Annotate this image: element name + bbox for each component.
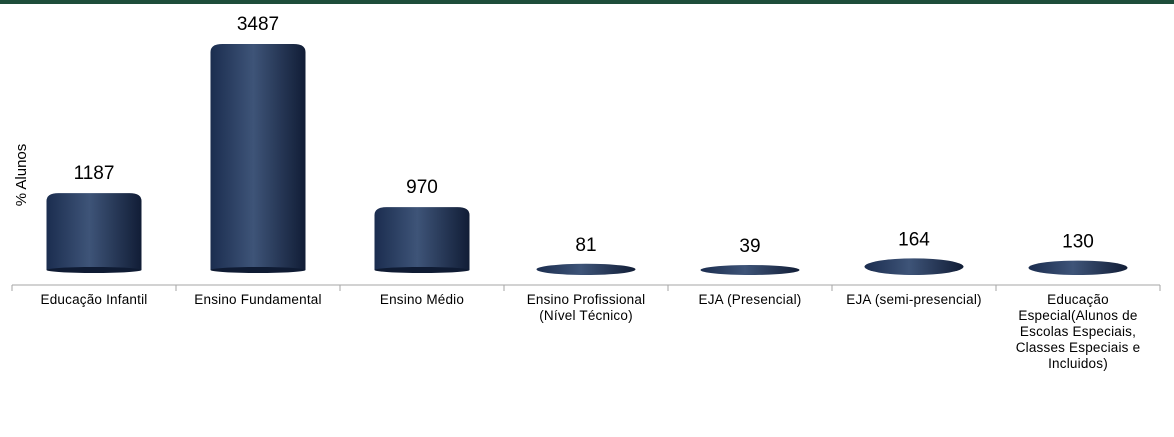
bar [1028, 260, 1128, 275]
x-tick-label: Educação Infantil [40, 292, 148, 307]
x-tick-label: Ensino Fundamental [194, 292, 322, 307]
data-label: 3487 [237, 14, 279, 35]
x-tick-label: Ensino Profissional (Nível Técnico) [526, 292, 646, 323]
bar [210, 44, 306, 273]
bar [374, 207, 470, 273]
x-tick-label: Educação Especial(Alunos de Escolas Espe… [1015, 292, 1141, 371]
data-label: 81 [575, 235, 596, 256]
data-label: 39 [739, 236, 760, 257]
data-label: 970 [406, 177, 438, 198]
data-label: 130 [1062, 232, 1094, 253]
top-accent-bar [0, 0, 1174, 4]
bar [536, 263, 636, 276]
bar [700, 265, 800, 275]
data-label: 164 [898, 229, 930, 250]
bar [46, 193, 142, 273]
bar [864, 258, 964, 275]
x-tick-label: Ensino Médio [379, 292, 465, 307]
x-tick-label: EJA (semi-presencial) [846, 292, 982, 307]
y-axis-label: % Alunos [13, 144, 30, 207]
x-tick-label: EJA (Presencial) [698, 292, 802, 307]
data-label: 1187 [74, 163, 115, 184]
